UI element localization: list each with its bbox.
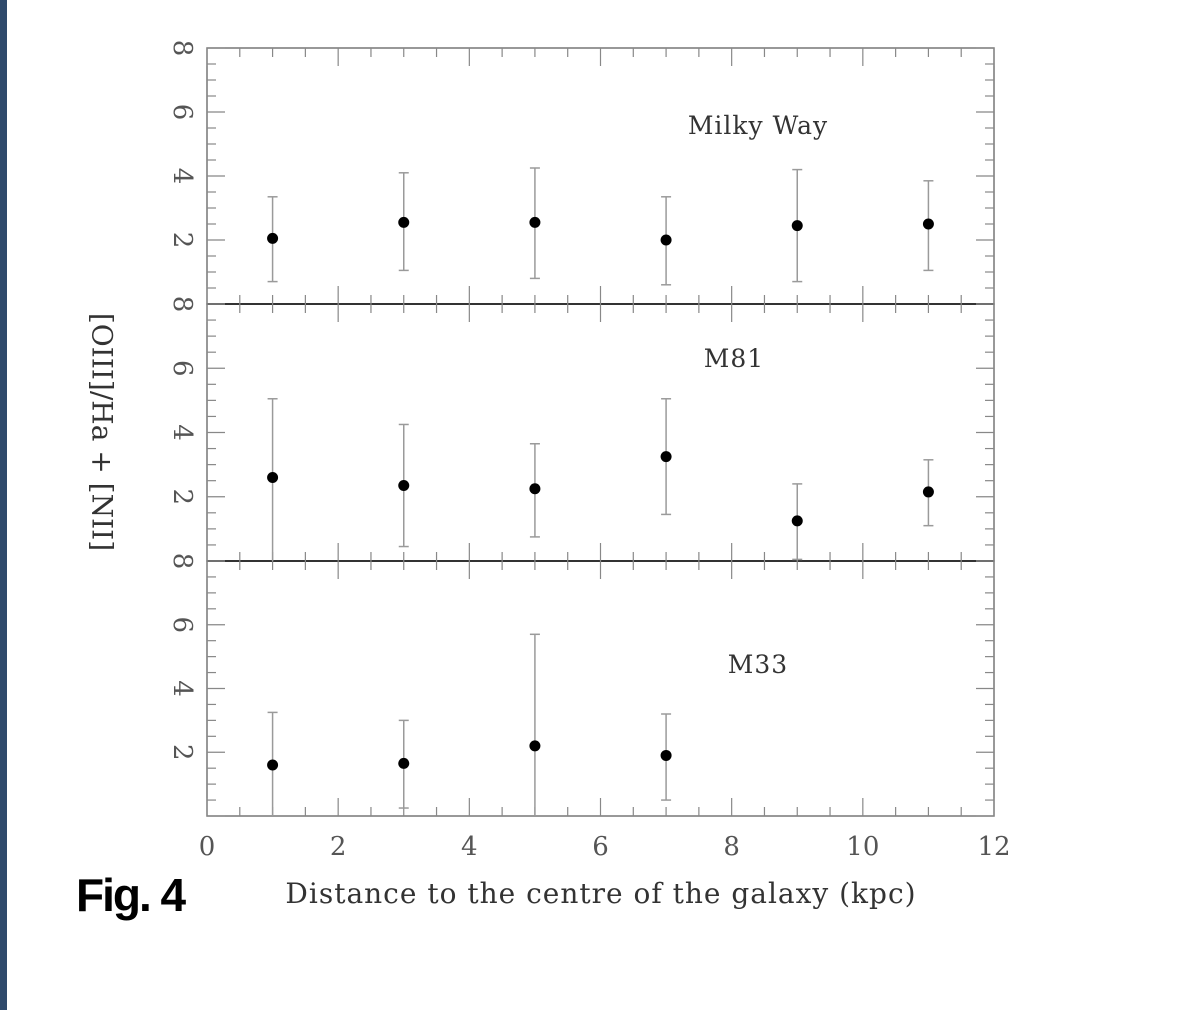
data-point — [791, 515, 803, 527]
axis-ticks — [206, 47, 995, 817]
panel-frame — [206, 303, 995, 562]
panel-frame — [206, 47, 995, 305]
y-tick-label: 6 — [167, 360, 197, 377]
data-point — [267, 759, 279, 771]
x-tick-label: 8 — [723, 832, 740, 862]
data-point — [660, 234, 672, 246]
left-edge-bar — [0, 0, 7, 1010]
y-tick-label: 4 — [167, 680, 197, 697]
data-point — [398, 216, 410, 228]
data-points — [267, 216, 934, 771]
data-point — [267, 232, 279, 244]
panel-frames — [206, 47, 995, 817]
y-tick-label: 6 — [167, 616, 197, 633]
y-tick-label: 4 — [167, 168, 197, 185]
data-point — [398, 480, 410, 492]
x-tick-label: 6 — [592, 832, 609, 862]
y-tick-label: 2 — [167, 232, 197, 249]
y-tick-label: 8 — [167, 40, 197, 57]
data-point — [529, 216, 541, 228]
data-point — [660, 451, 672, 463]
data-point — [791, 220, 803, 232]
x-tick-label: 12 — [977, 832, 1010, 862]
x-axis-title: Distance to the centre of the galaxy (kp… — [285, 877, 916, 910]
panel-label: M33 — [728, 650, 788, 679]
error-bars — [267, 167, 934, 816]
panel-labels: Milky Way M81 M33 — [688, 111, 828, 679]
x-tick-label: 2 — [330, 832, 347, 862]
data-point — [267, 471, 279, 483]
figure-label: Fig. 4 — [76, 869, 187, 921]
x-tick-label: 4 — [461, 832, 478, 862]
y-axis-title: [OIII]/Ha + [NII] — [86, 313, 119, 551]
data-point — [398, 757, 410, 769]
data-point — [922, 218, 934, 230]
y-tick-label: 4 — [167, 424, 197, 441]
y-tick-label: 8 — [167, 296, 197, 313]
y-tick-label: 2 — [167, 488, 197, 505]
x-tick-label: 0 — [199, 832, 216, 862]
y-tick-label: 2 — [167, 744, 197, 761]
data-point — [529, 740, 541, 752]
panel-frame — [206, 560, 995, 817]
y-tick-label: 6 — [167, 104, 197, 121]
y-tick-label: 8 — [167, 553, 197, 570]
x-tick-label: 10 — [846, 832, 879, 862]
data-point — [922, 486, 934, 498]
panel-label: M81 — [704, 344, 764, 373]
panel-label: Milky Way — [688, 111, 828, 140]
y-tick-labels: 2 4 6 8 2 4 6 8 2 4 6 8 — [167, 40, 197, 761]
data-point — [529, 483, 541, 495]
x-tick-labels: 0 2 4 6 8 10 12 — [199, 832, 1011, 862]
data-point — [660, 749, 672, 761]
